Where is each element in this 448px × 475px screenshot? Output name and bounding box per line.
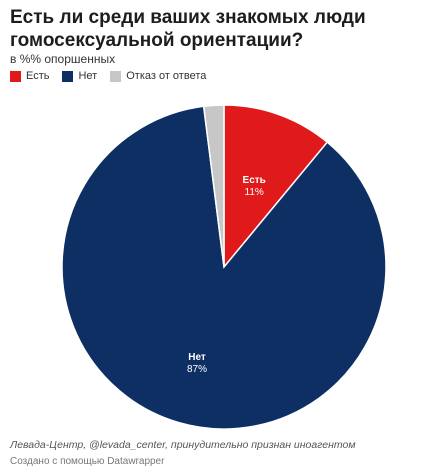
pie-slice-no[interactable] (61, 105, 387, 430)
legend: Есть Нет Отказ от ответа (10, 70, 219, 82)
data-label-value-yes: 11% (245, 187, 264, 198)
legend-item-no: Нет (62, 70, 97, 82)
credit-note[interactable]: Создано с помощью Datawrapper (10, 456, 165, 467)
legend-swatch-yes (10, 70, 21, 82)
data-label-value-no: 87% (187, 364, 207, 375)
legend-swatch-refused (110, 70, 122, 82)
legend-label-yes: Есть (26, 70, 50, 82)
data-label-name-yes: Есть (243, 175, 266, 186)
pie-slice-refused[interactable] (202, 104, 225, 268)
legend-item-yes: Есть (10, 70, 49, 82)
source-note: Левада-Центр, @levada_center, принудител… (10, 439, 356, 451)
legend-swatch-no (62, 70, 74, 82)
data-label-name-no: Нет (188, 352, 206, 363)
chart-title: Есть ли среди ваших знакомых люди гомосе… (10, 7, 366, 51)
chart-subtitle: в %% опоршенных (10, 52, 116, 66)
legend-label-refused: Отказ от ответа (126, 70, 207, 82)
pie-slice-yes[interactable] (223, 104, 329, 270)
legend-label-no: Нет (78, 70, 98, 82)
legend-item-refused: Отказ от ответа (110, 70, 206, 82)
